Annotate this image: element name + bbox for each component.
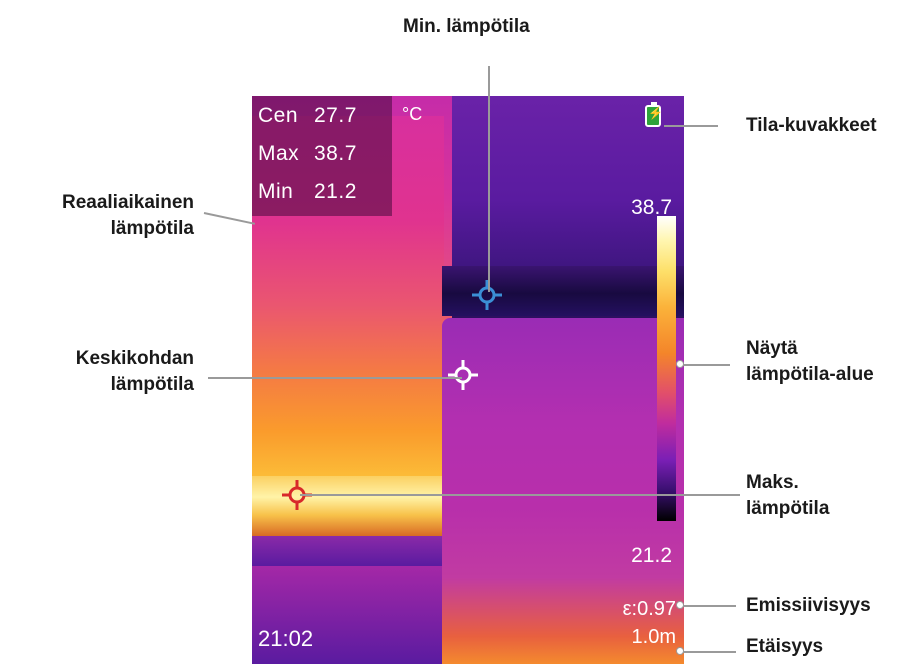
readout-value-center: 27.7 <box>314 104 357 127</box>
emissivity-leader-line <box>680 605 736 607</box>
callout-max-temp: Maks. lämpötila <box>746 470 829 522</box>
emissivity-dot <box>676 601 684 609</box>
callout-max-line2: lämpötila <box>746 498 830 519</box>
callout-min-temp: Min. lämpötila <box>403 16 530 37</box>
readout-label-max: Max <box>258 142 300 165</box>
distance-value: 1.0m <box>631 626 676 648</box>
scale-max-value: 38.7 <box>631 196 672 219</box>
callout-realtime-line2: lämpötila <box>110 218 194 239</box>
readout-value-max: 38.7 <box>314 142 357 165</box>
range-dot <box>676 360 684 368</box>
center-crosshair-icon <box>448 360 478 390</box>
callout-max-line1: Maks. <box>746 472 799 493</box>
emissivity-value: ε:0.97 <box>622 598 676 620</box>
hot-stripe <box>252 476 444 536</box>
range-leader-line <box>680 364 730 366</box>
temperature-scale-bar <box>657 216 676 521</box>
max-temp-leader-line <box>300 494 740 496</box>
temperature-unit: °C <box>402 104 423 124</box>
callout-range-line1: Näytä <box>746 338 798 359</box>
temperature-readout: Cen 27.7 Max 38.7 Min 21.2 <box>252 96 392 216</box>
callout-status-icons: Tila-kuvakkeet <box>746 115 877 136</box>
realtime-leader-line <box>203 212 256 225</box>
battery-charging-icon <box>645 102 663 127</box>
thermal-image: Cen 27.7 Max 38.7 Min 21.2 °C 38.7 21.2 … <box>252 96 684 664</box>
readout-label-center: Cen <box>258 104 299 127</box>
callout-distance: Etäisyys <box>746 636 824 657</box>
distance-dot <box>676 647 684 655</box>
readout-label-min: Min <box>258 180 294 203</box>
shadow-strip <box>252 536 444 566</box>
callout-center-line2: lämpötila <box>110 374 194 395</box>
status-icons-leader-line <box>664 125 718 127</box>
distance-leader-line <box>680 651 736 653</box>
scale-min-value: 21.2 <box>631 544 672 567</box>
readout-value-min: 21.2 <box>314 180 357 203</box>
callout-emissivity: Emissiivisyys <box>746 595 871 616</box>
callout-show-range: Näytä lämpötila-alue <box>746 336 874 388</box>
center-leader-line <box>208 377 462 379</box>
callout-realtime-temp: Reaaliaikainen lämpötila <box>10 190 194 242</box>
clock-time: 21:02 <box>258 626 314 651</box>
min-temp-leader-line <box>488 66 490 292</box>
callout-range-line2: lämpötila-alue <box>746 364 874 385</box>
callout-center-line1: Keskikohdan <box>75 348 194 369</box>
callout-realtime-line1: Reaaliaikainen <box>61 192 194 213</box>
callout-center-temp: Keskikohdan lämpötila <box>10 346 194 398</box>
box-surface <box>442 318 684 664</box>
min-temp-crosshair-icon <box>472 280 502 310</box>
